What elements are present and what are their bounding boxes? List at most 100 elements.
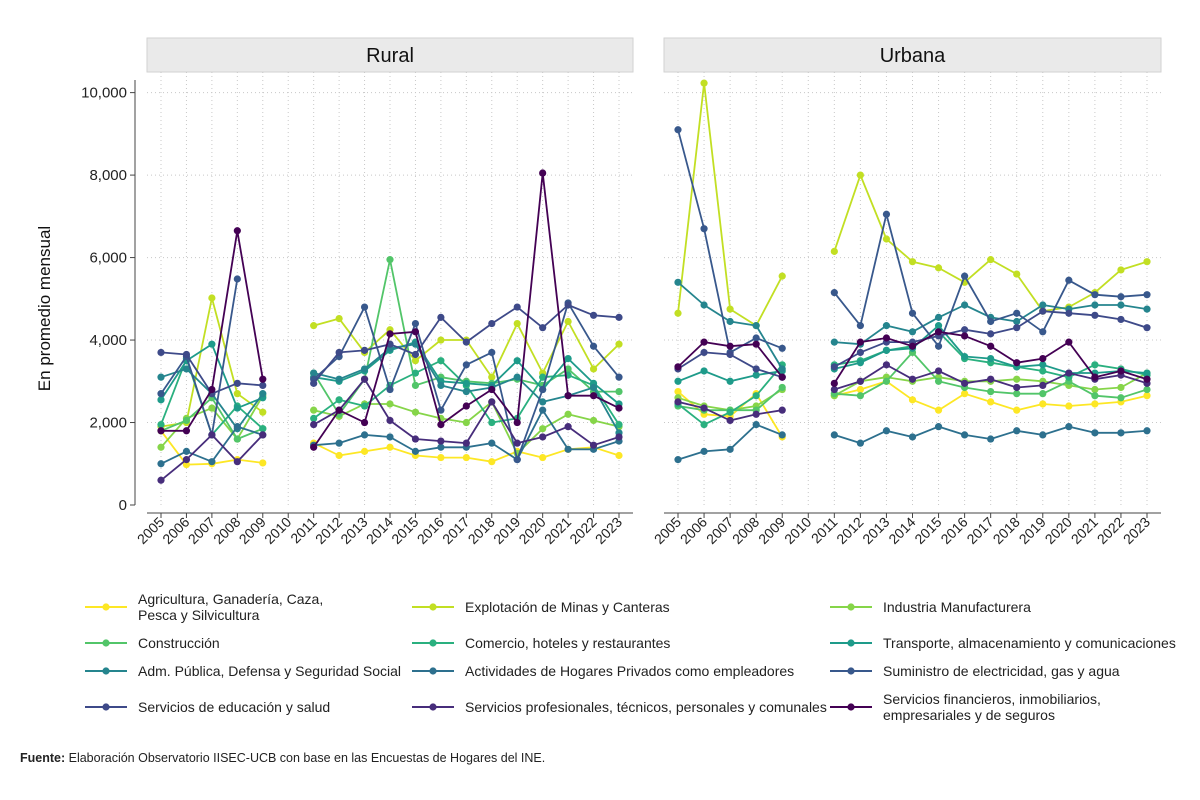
series-12-point [1091,373,1099,381]
series-3-point [539,425,547,433]
panel-header [146,37,634,73]
legend-item: Transporte, almacenamiento y comunicacio… [830,635,1176,651]
series-7-point [1013,317,1021,326]
series-8-point [564,445,572,453]
series-1-point [1013,406,1021,414]
x-tick-label: 2007 [185,514,218,547]
series-8-point [182,447,191,455]
series-7-point [1091,301,1099,309]
legend-marker [847,667,855,675]
series-12-point [564,392,572,400]
series-7-point [259,390,267,398]
series-11-point [1065,369,1073,377]
series-8-point [208,458,216,466]
series-7-point [539,398,547,406]
series-5-point [615,420,623,429]
legend-label: Servicios de educación y salud [138,699,330,715]
series-5-point [310,414,318,422]
series-11-point [752,410,760,418]
series-9-point [360,303,369,311]
series-5-point [335,396,343,404]
panel-title: Urbana [880,45,946,67]
series-10-point [539,324,547,332]
series-12-point [539,169,547,177]
series-2-point [830,247,838,255]
series-11-point [182,456,191,464]
legend-label: Agricultura, Ganadería, Caza, [138,591,323,607]
series-3-point [411,408,420,416]
series-9-point [589,342,598,350]
legend-item: Servicios de educación y salud [85,699,330,715]
series-4-point [1039,390,1047,398]
series-3-point [589,416,598,425]
series-10-point [961,326,969,334]
series-10-point [564,301,572,309]
series-10-point [615,313,623,321]
series-2-point [310,322,318,330]
legend-item: Adm. Pública, Defensa y Seguridad Social [85,663,401,679]
series-7-point [882,322,891,330]
legend-label: Transporte, almacenamiento y comunicacio… [883,635,1176,651]
series-3-point [1117,383,1125,392]
series-2-point [259,408,267,416]
series-9-point [437,406,445,414]
series-10-point [1117,315,1125,324]
series-12-point [157,427,165,435]
series-9-point [987,317,995,326]
series-2-point [513,319,521,328]
series-2-point [411,357,420,365]
x-tick-label: 2014 [885,514,918,547]
series-1-point [462,453,470,462]
series-11-point [411,435,420,443]
series-3-point [564,410,572,418]
panel-header [663,37,1162,73]
series-8-line-urbana [677,423,1148,461]
series-2-point [335,315,343,323]
x-tick-label: 2009 [236,514,269,547]
series-4-point [1013,390,1021,398]
legend-item: Actividades de Hogares Privados como emp… [412,663,794,679]
series-1-point [934,406,943,414]
y-tick-label: 10,000 [81,85,127,102]
legend: Agricultura, Ganadería, Caza,Pesca y Sil… [85,591,1176,723]
series-9-point [157,390,165,398]
legend-label: Comercio, hoteles y restaurantes [465,635,670,651]
series-12-point [335,406,343,414]
x-tick-label: 2012 [312,514,345,547]
legend-label: Servicios profesionales, técnicos, perso… [465,699,827,715]
series-12-point [908,342,917,350]
series-8-point [987,435,995,443]
series-6-point [674,377,682,385]
series-7-point [1039,301,1047,309]
series-2-point [437,336,445,344]
x-tick-label: 2015 [911,514,944,547]
series-6-point [462,379,470,387]
series-6-point [1039,361,1047,369]
series-11-point [856,377,864,385]
series-9-point [830,289,838,297]
y-tick-label: 8,000 [89,167,127,184]
legend-marker [847,703,855,711]
series-10-point [411,350,420,359]
series-2-point [615,340,623,348]
series-7-point [589,383,598,392]
legend-marker [102,703,110,711]
series-2-point [208,294,216,302]
legend-marker [847,639,855,647]
series-10-point [233,379,241,387]
series-1-point [856,385,864,394]
series-12-point [700,338,708,346]
series-8-point [1013,427,1021,435]
x-tick-label: 2011 [287,514,320,547]
legend-marker [102,639,110,647]
series-6-point [961,352,969,361]
series-1-point [182,460,191,469]
series-10-point [360,346,369,354]
series-12-point [1143,375,1151,383]
series-5-point [539,373,547,381]
series-8-point [1117,429,1125,437]
series-5-point [157,420,165,429]
series-11-point [386,416,394,425]
series-7-point [310,369,318,377]
series-8-point [752,420,760,429]
